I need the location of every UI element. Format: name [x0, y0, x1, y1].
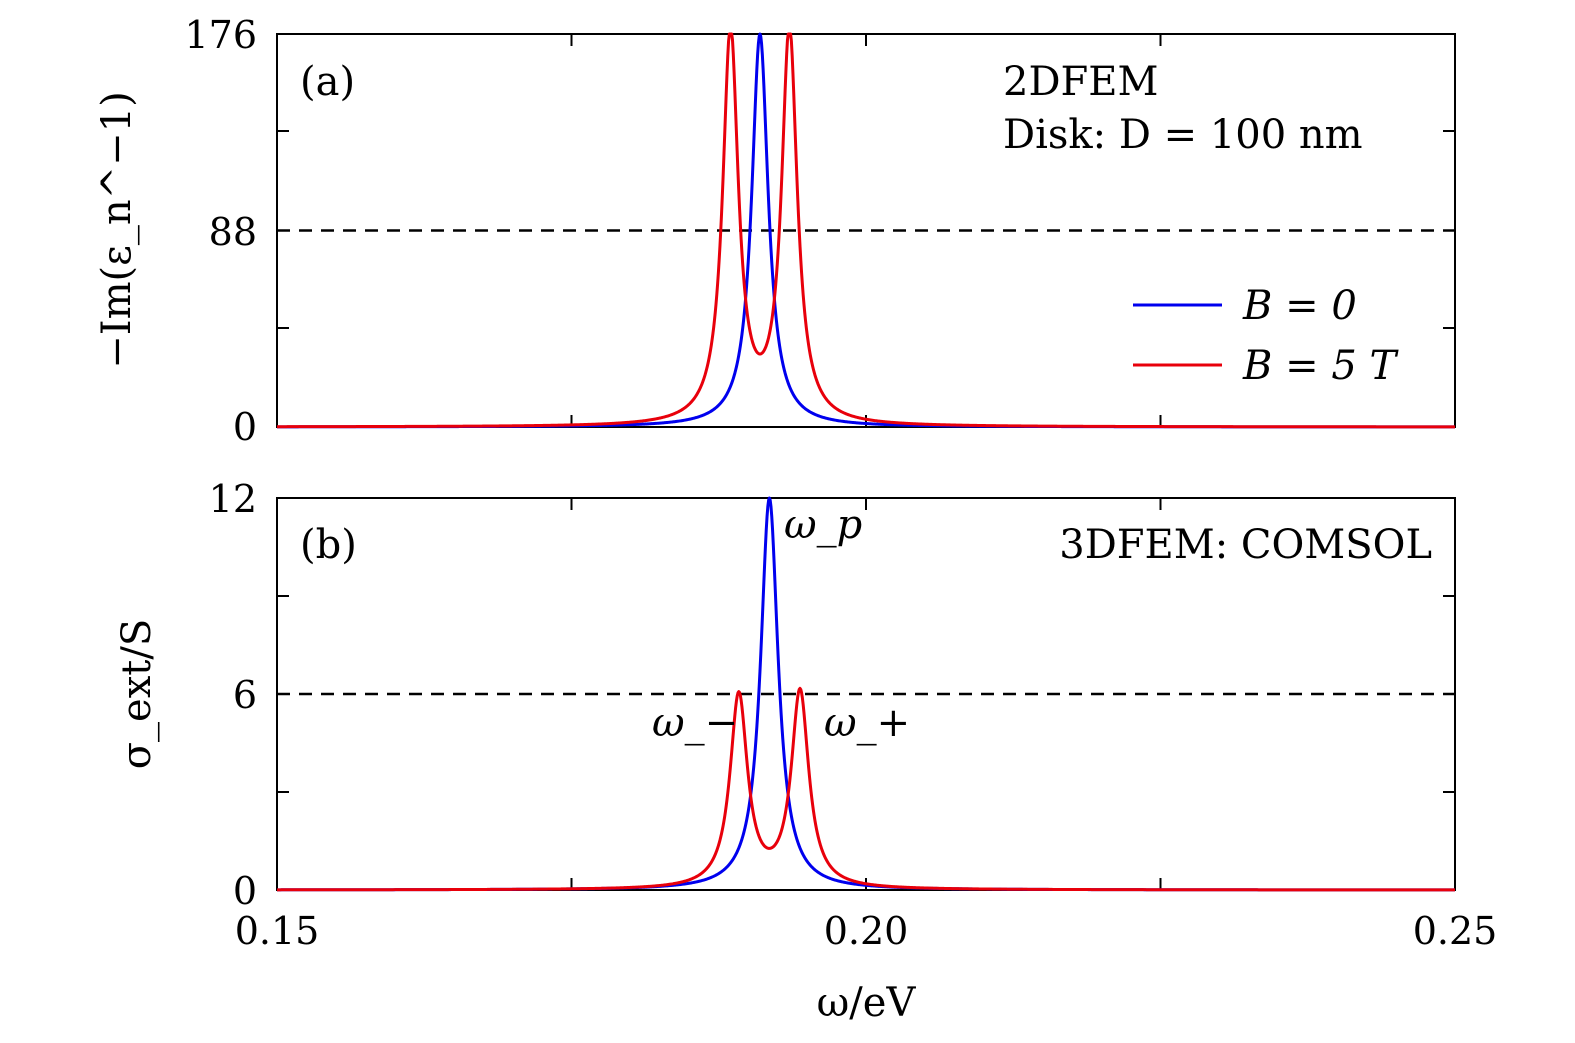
panel-a-y-tick-label: 0: [233, 405, 257, 449]
panel-a-series: [276, 32, 1456, 429]
x-tick-label: 0.25: [1413, 909, 1498, 953]
peak-label-omega-minus: ω_−: [652, 700, 738, 746]
peak-label-omega-p: ω_p: [784, 502, 862, 548]
x-tick-label: 0.15: [235, 909, 320, 953]
panel-a-y-tick-label: 88: [209, 210, 257, 254]
panel-b-label: (b): [300, 522, 357, 568]
panel-b-annotation: 3DFEM: COMSOL: [1059, 522, 1432, 568]
panel-a-y-tick-label: 176: [184, 13, 257, 57]
panel-a-ylabel: −Im(ε_n^−1): [94, 91, 140, 368]
panel-a-y-ticks: [277, 130, 1455, 329]
panel-b-y-tick-label: 6: [233, 673, 257, 717]
panel-a-annotation-line-2: Disk: D = 100 nm: [1003, 112, 1363, 158]
panel-a-label: (a): [300, 59, 355, 105]
panel-a-annotation-line-1: 2DFEM: [1003, 59, 1158, 105]
peak-label-omega-plus: ω_+: [824, 700, 910, 746]
panel-b-series: [276, 496, 1456, 892]
series-line-red: [276, 32, 1456, 429]
legend: B = 0 B = 5 T: [1133, 283, 1400, 389]
panel-b: 12 6 0 (b) 3DFEM: COMSOL ω_p ω_− ω_+ σ_e…: [114, 477, 1456, 913]
series-line-red: [276, 686, 1456, 892]
panel-b-y-tick-label: 0: [233, 869, 257, 913]
x-axis-label: ω/eV: [817, 980, 917, 1026]
panel-b-y-tick-label: 12: [209, 477, 257, 521]
panel-b-y-ticks: [277, 595, 1455, 793]
panel-b-ylabel: σ_ext/S: [114, 619, 160, 770]
legend-label-b0: B = 0: [1242, 283, 1357, 329]
panel-a: 176 88 0 (a) 2DFEM Disk: D = 100 nm B = …: [94, 13, 1456, 449]
x-tick-label: 0.20: [824, 909, 909, 953]
legend-label-b5: B = 5 T: [1242, 343, 1400, 389]
